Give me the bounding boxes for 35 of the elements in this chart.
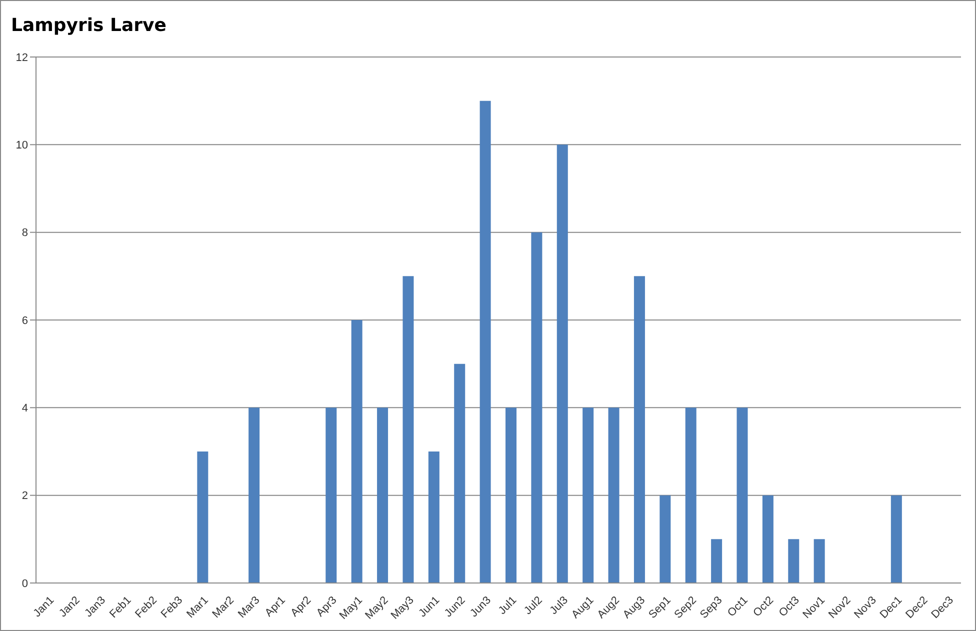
x-tick-label: Jul2 [522, 594, 545, 618]
bar [890, 495, 902, 583]
bar [248, 408, 260, 583]
bar [762, 495, 774, 583]
y-tick-label: 4 [22, 402, 28, 415]
bar [685, 408, 696, 583]
chart-title: Lampyris Larve [11, 15, 166, 36]
y-tick-label: 6 [22, 314, 28, 327]
y-tick-label: 8 [22, 227, 28, 240]
bar [428, 452, 440, 583]
bar [634, 276, 645, 583]
y-tick-label: 0 [22, 578, 28, 590]
bar [608, 408, 620, 583]
bar [582, 408, 594, 583]
bar [480, 100, 491, 583]
y-tick-label: 10 [16, 140, 28, 152]
bar [531, 232, 542, 583]
bar [736, 408, 748, 583]
y-tick-label: 2 [22, 490, 28, 502]
y-tick-label: 12 [16, 52, 28, 64]
bar [351, 320, 362, 583]
bar [326, 408, 337, 583]
bar [788, 539, 800, 583]
bar [556, 144, 568, 583]
bar [377, 408, 388, 583]
bar [711, 539, 722, 583]
x-tick-label: Jul3 [548, 594, 571, 618]
x-tick-label: Oct1 [725, 594, 750, 620]
bar [814, 539, 825, 583]
bar [506, 408, 516, 583]
bar [660, 495, 671, 583]
x-tick-label: Jul1 [496, 594, 520, 618]
bar [454, 364, 466, 583]
bar [197, 452, 208, 583]
bar [402, 276, 414, 583]
